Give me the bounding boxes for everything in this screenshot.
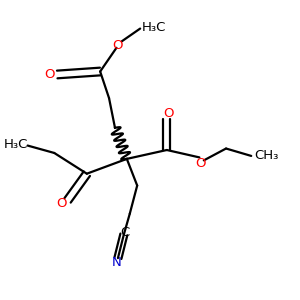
Text: O: O bbox=[45, 68, 55, 81]
Text: O: O bbox=[163, 107, 173, 120]
Text: CH₃: CH₃ bbox=[254, 148, 278, 161]
Text: O: O bbox=[113, 39, 123, 52]
Text: N: N bbox=[112, 256, 122, 269]
Text: C: C bbox=[121, 226, 130, 238]
Text: O: O bbox=[56, 197, 67, 210]
Text: H₃C: H₃C bbox=[4, 138, 28, 151]
Text: H₃C: H₃C bbox=[141, 21, 166, 34]
Text: O: O bbox=[196, 158, 206, 170]
